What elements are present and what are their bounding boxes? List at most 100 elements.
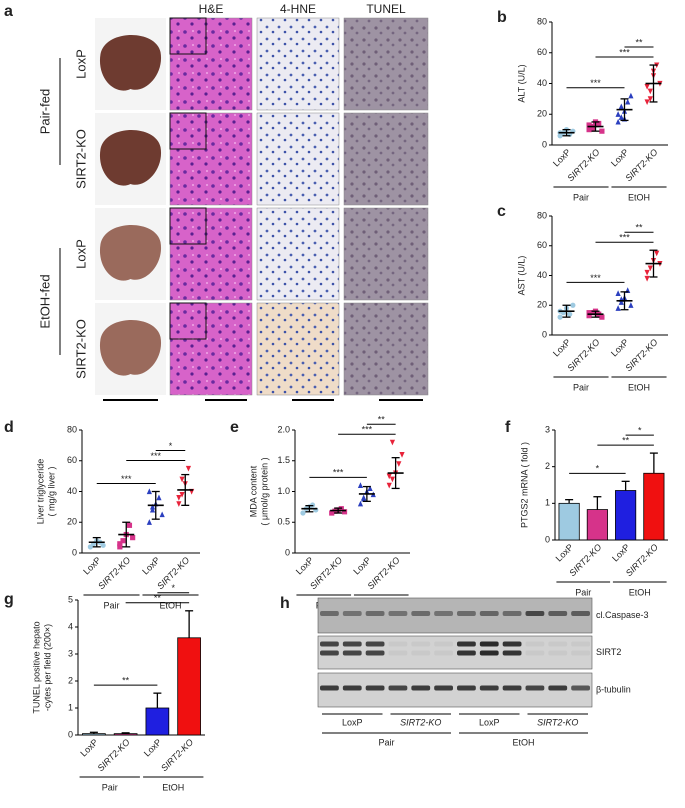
- blot-band: [525, 641, 545, 647]
- y-tick-label: 80: [67, 424, 77, 434]
- x-tick-label: LoxP: [609, 147, 631, 169]
- blot-band: [571, 650, 590, 656]
- y-tick-label: 2: [545, 461, 550, 471]
- y-axis-label: AST (U/L): [516, 256, 526, 296]
- y-axis-label: TUNEL positive hepato: [31, 621, 41, 713]
- y-tick-label: 1.5: [277, 455, 290, 465]
- group-label: Pair: [575, 587, 591, 597]
- x-tick-label: LoxP: [351, 555, 373, 577]
- data-point: [389, 476, 396, 483]
- y-tick-label: 0: [542, 329, 547, 339]
- significance-label: **: [154, 593, 162, 603]
- x-tick-label: LoxP: [609, 337, 631, 359]
- liver: [99, 224, 162, 281]
- data-point: [618, 299, 624, 305]
- y-tick-label: 0: [545, 534, 550, 544]
- liver: [99, 34, 162, 91]
- y-axis-label: ( mg/g liver ): [46, 466, 56, 516]
- x-tick-label: LoxP: [294, 555, 316, 577]
- y-tick-label: 40: [537, 270, 547, 280]
- x-tick-label: LoxP: [554, 542, 576, 564]
- inset: [169, 112, 207, 150]
- data-point: [586, 122, 592, 128]
- significance-label: ***: [121, 474, 132, 484]
- data-point: [179, 476, 185, 483]
- bar: [82, 733, 106, 736]
- y-tick-label: 40: [537, 78, 547, 88]
- blot-band: [525, 685, 545, 691]
- micrograph: [169, 302, 253, 396]
- blot-band: [479, 641, 499, 647]
- blot-band: [342, 611, 362, 616]
- y-axis-label: -cytes per field (200×): [42, 624, 52, 711]
- data-point: [149, 503, 156, 510]
- significance-label: ***: [619, 233, 630, 243]
- data-point: [586, 313, 592, 319]
- data-point: [117, 541, 123, 547]
- blot-band: [388, 641, 408, 647]
- group-label: Pair: [103, 600, 119, 610]
- significance-label: **: [635, 37, 643, 47]
- significance-label: *: [169, 441, 173, 451]
- micrograph: [343, 17, 429, 111]
- panel-label: h: [280, 595, 290, 612]
- y-tick-label: 2.0: [277, 424, 290, 434]
- data-point: [644, 83, 650, 90]
- significance-label: *: [638, 425, 642, 435]
- data-point: [599, 314, 605, 320]
- group-label: EtOH: [512, 737, 534, 747]
- data-point: [386, 473, 392, 480]
- data-point: [126, 522, 133, 528]
- data-point: [647, 88, 653, 95]
- group-label: EtOH: [159, 600, 181, 610]
- significance-label: ***: [362, 425, 373, 435]
- lane-label: SIRT2-KO: [537, 717, 578, 727]
- group-label: Pair: [573, 192, 589, 202]
- row-label: LoxP: [73, 239, 88, 269]
- data-point: [644, 269, 650, 276]
- micrograph: [169, 112, 253, 206]
- x-tick-label: LoxP: [142, 737, 164, 759]
- blot-band: [434, 650, 453, 656]
- data-point: [615, 118, 621, 125]
- group-label: EtOH: [628, 192, 650, 202]
- y-tick-label: 3: [68, 648, 73, 658]
- significance-label: *: [171, 583, 175, 593]
- lane-label: LoxP: [342, 717, 363, 727]
- y-tick-label: 1.0: [277, 486, 290, 496]
- data-point: [557, 314, 563, 320]
- micrograph: [169, 207, 253, 301]
- blot-band: [479, 611, 499, 616]
- y-tick-label: 1: [545, 498, 550, 508]
- blot-band: [457, 685, 476, 691]
- blot-band: [479, 650, 499, 656]
- group-label: EtOH: [162, 782, 184, 792]
- significance-label: ***: [619, 47, 630, 57]
- data-point: [300, 510, 306, 516]
- blot-band: [320, 685, 339, 691]
- blot-band: [525, 650, 545, 656]
- data-point: [589, 125, 595, 131]
- x-tick-label: SIRT2-KO: [159, 737, 195, 773]
- blot-band: [434, 685, 453, 691]
- data-point: [130, 535, 136, 541]
- data-point: [628, 92, 634, 99]
- micrograph: [169, 17, 253, 111]
- lane-label: SIRT2-KO: [400, 717, 441, 727]
- data-point: [176, 495, 182, 501]
- inset: [169, 17, 207, 55]
- data-point: [389, 439, 396, 446]
- y-tick-label: 4: [68, 621, 73, 631]
- blot-band: [548, 685, 568, 691]
- blot-band: [502, 685, 522, 691]
- blot-band: [411, 650, 431, 656]
- bar: [643, 472, 665, 541]
- blot-band: [457, 611, 476, 616]
- blot-band: [571, 641, 590, 647]
- micrograph: [343, 207, 429, 301]
- blot: [317, 635, 593, 670]
- significance-label: **: [122, 676, 130, 686]
- micrograph: [256, 17, 340, 111]
- blot-band: [571, 611, 590, 616]
